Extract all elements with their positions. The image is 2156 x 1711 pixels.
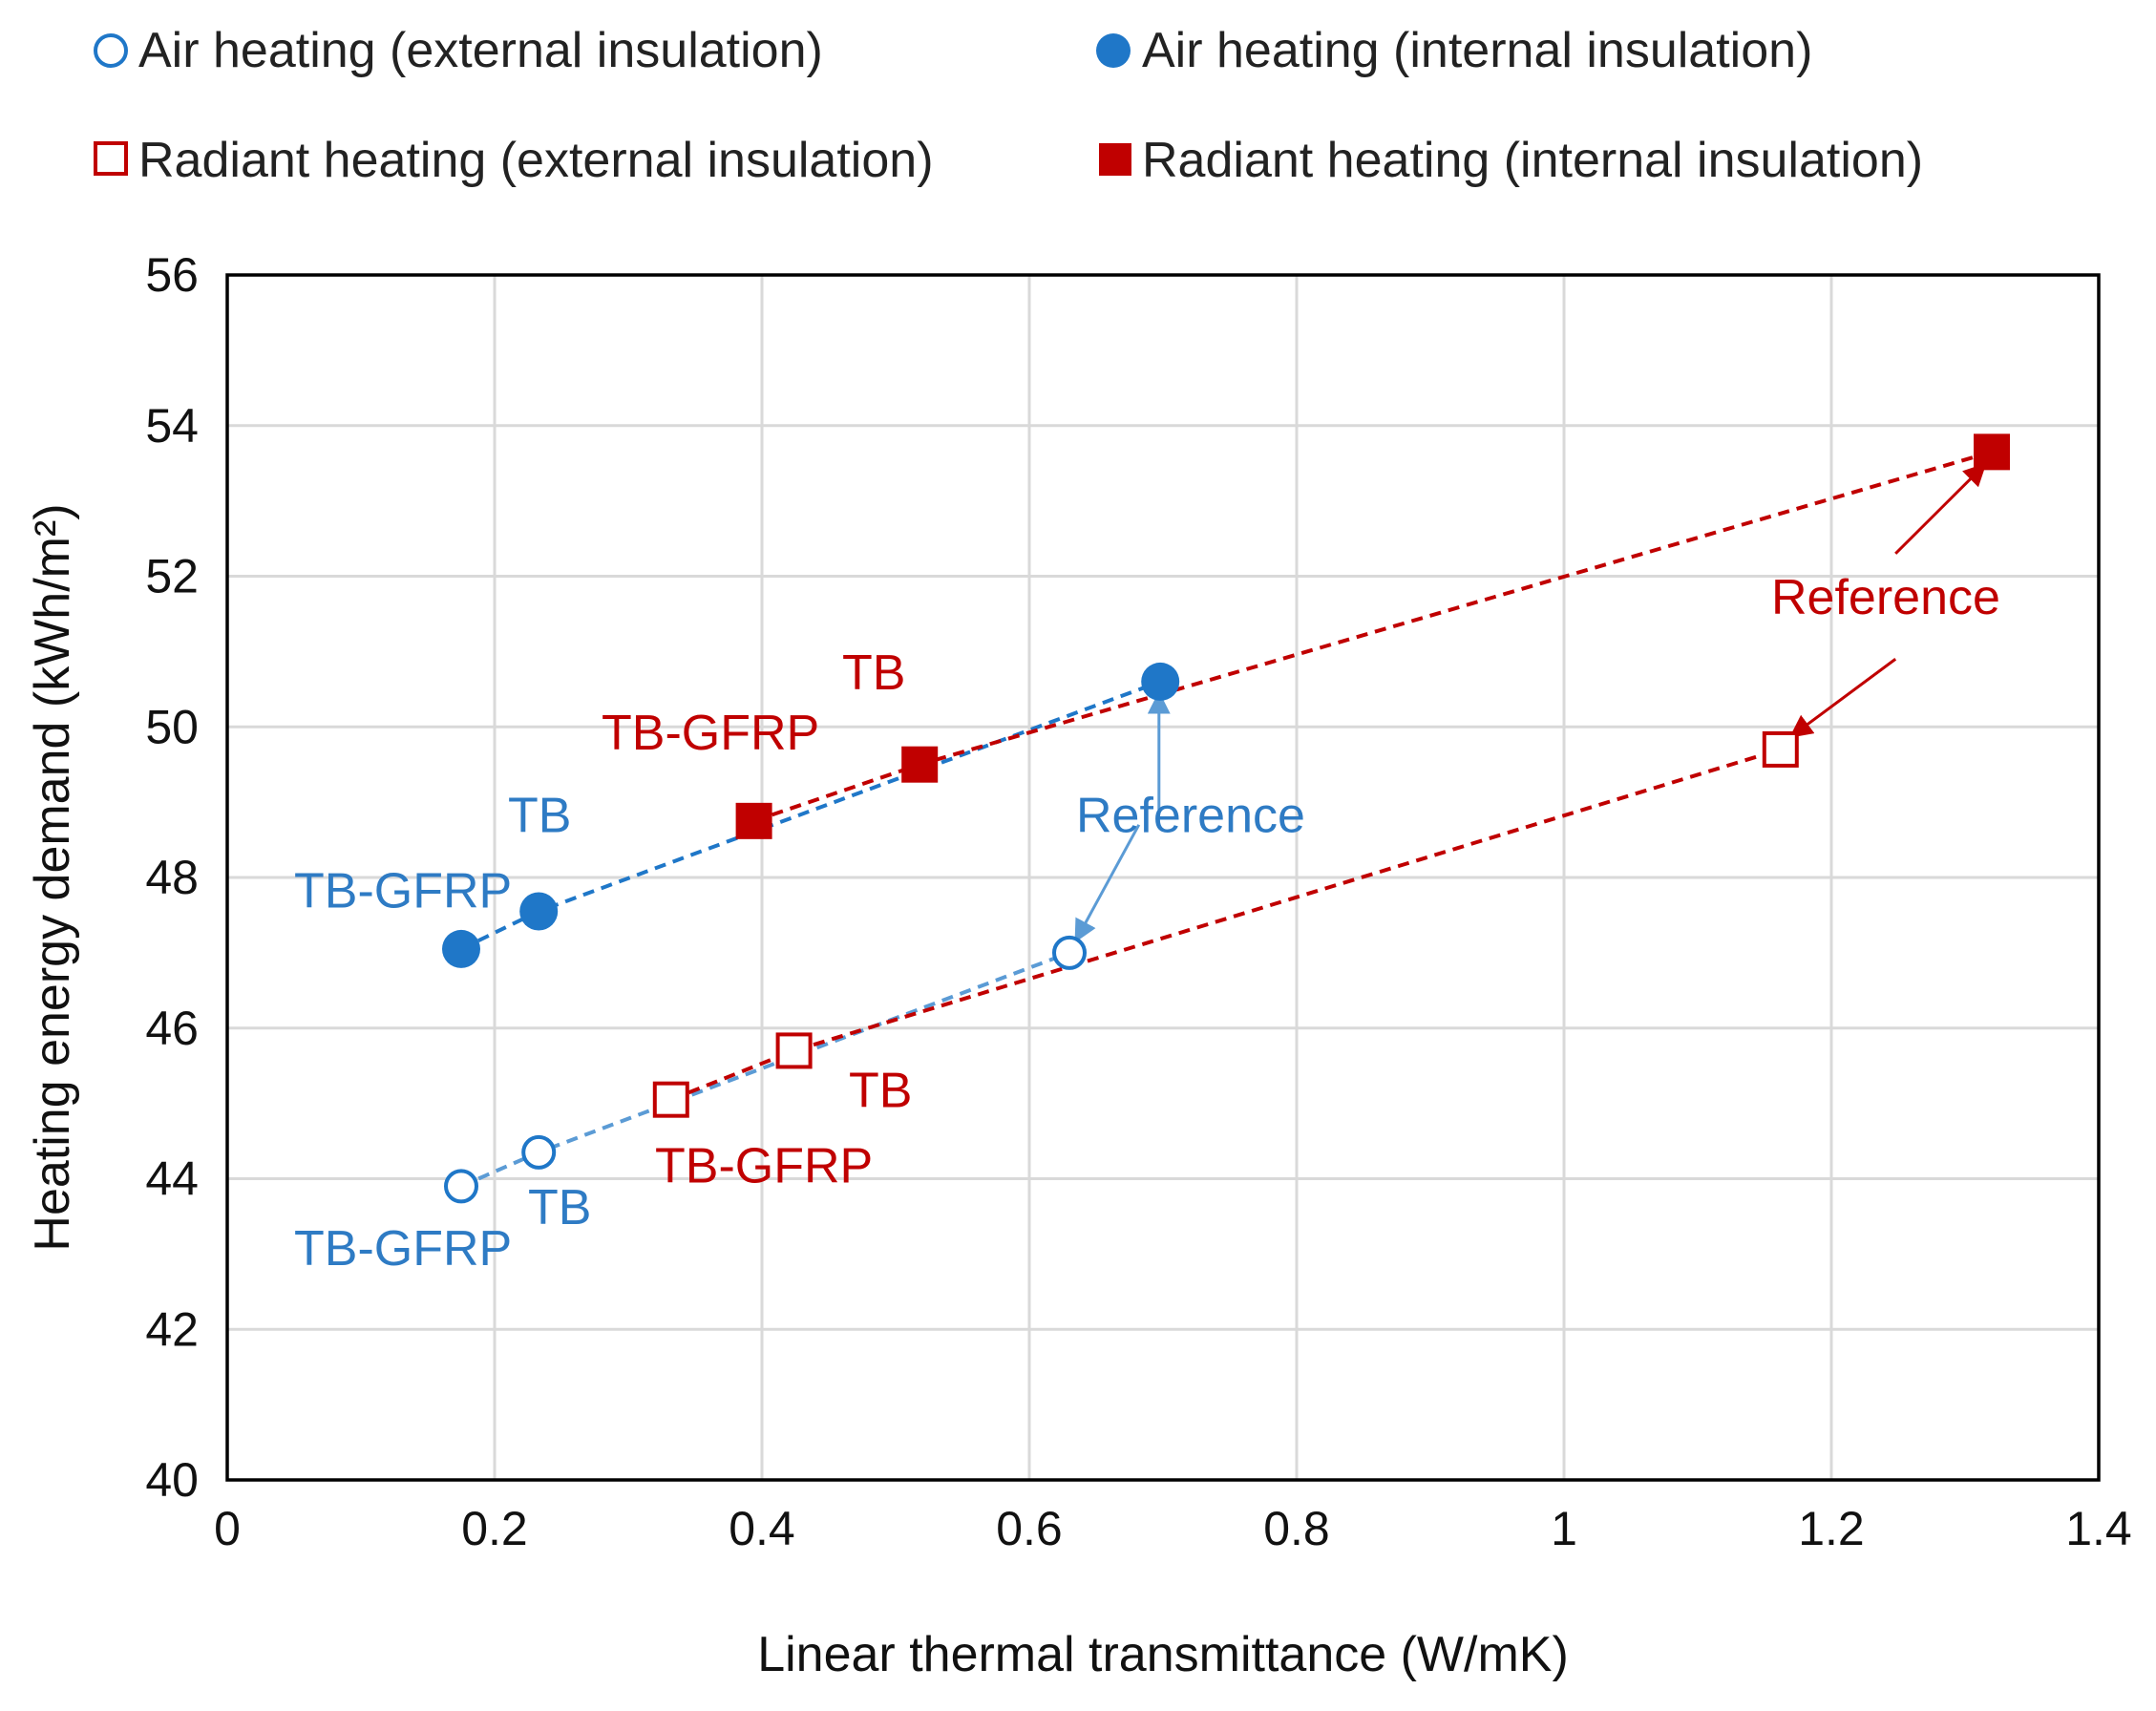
series-line-radiant-heating-external-insulation — [670, 747, 1782, 1102]
x-tick-label: 0 — [214, 1502, 241, 1555]
y-tick-label: 56 — [145, 248, 199, 302]
annotation-arrow — [1074, 824, 1141, 943]
legend-marker-radiant-internal — [1099, 143, 1131, 176]
data-point-radiant-heating-external-insulation-reference[interactable] — [1762, 730, 1799, 768]
legend-item-air-external[interactable]: Air heating (external insulation) — [94, 23, 823, 78]
annotation-label-tb-gfrp: TB-GFRP — [602, 706, 819, 761]
y-tick-label: 40 — [145, 1453, 199, 1507]
data-point-radiant-heating-internal-insulation-reference[interactable] — [1974, 433, 2010, 471]
legend-label-air-internal: Air heating (internal insulation) — [1142, 23, 1812, 78]
data-point-air-heating-external-insulation-tb-gfrp[interactable] — [444, 1169, 478, 1204]
annotation-arrows — [1074, 462, 1987, 943]
annotation-label-tb-gfrp: TB-GFRP — [294, 864, 512, 919]
data-point-radiant-heating-internal-insulation-tb-gfrp[interactable] — [735, 802, 772, 839]
legend-marker-air-internal — [1096, 33, 1131, 68]
x-tick-label: 0.4 — [729, 1502, 795, 1555]
x-axis-title: Linear thermal transmittance (W/mK) — [757, 1627, 1569, 1682]
y-tick-label: 54 — [145, 399, 199, 453]
x-tick-label: 1.4 — [2065, 1502, 2132, 1555]
annotation-arrow — [1894, 462, 1987, 555]
y-tick-label: 50 — [145, 700, 199, 753]
tick-labels: 0 0.2 0.4 0.6 0.8 1 1.2 1.4 40 42 44 46 48 50 52 54 56 — [145, 248, 2131, 1555]
y-tick-label: 44 — [145, 1152, 199, 1206]
annotation-label-reference: Reference — [1771, 570, 2000, 625]
legend-item-radiant-external[interactable]: Radiant heating (external insulation) — [94, 133, 934, 188]
data-point-radiant-heating-external-insulation-tb-gfrp[interactable] — [652, 1081, 689, 1118]
annotation-label-tb: TB — [842, 645, 905, 701]
y-tick-label: 52 — [145, 550, 199, 603]
gridlines — [227, 275, 2099, 1480]
data-point-air-heating-internal-insulation-reference[interactable] — [1141, 662, 1180, 701]
x-tick-label: 1.2 — [1798, 1502, 1865, 1555]
y-tick-label: 46 — [145, 1002, 199, 1055]
data-point-air-heating-external-insulation-reference[interactable] — [1052, 935, 1087, 970]
legend-label-radiant-internal: Radiant heating (internal insulation) — [1142, 133, 1923, 188]
legend-item-air-internal[interactable]: Air heating (internal insulation) — [1096, 23, 1812, 78]
data-point-radiant-heating-external-insulation-tb[interactable] — [775, 1032, 813, 1069]
legend-item-radiant-internal[interactable]: Radiant heating (internal insulation) — [1099, 133, 1923, 188]
y-tick-label: 48 — [145, 851, 199, 904]
annotation-label-tb: TB — [528, 1180, 591, 1236]
x-tick-label: 0.2 — [461, 1502, 528, 1555]
data-point-radiant-heating-internal-insulation-tb[interactable] — [901, 746, 939, 783]
series-line-radiant-heating-internal-insulation — [752, 450, 1993, 823]
y-tick-label: 42 — [145, 1302, 199, 1356]
data-point-air-heating-internal-insulation-tb[interactable] — [519, 892, 559, 931]
plot-area-border — [225, 273, 2101, 1482]
annotation-label-tb: TB — [849, 1064, 912, 1119]
y-axis-title: Heating energy demand (kWh/m²) — [25, 503, 80, 1251]
legend-marker-air-external — [94, 33, 128, 68]
x-tick-label: 0.6 — [996, 1502, 1063, 1555]
annotation-label-tb: TB — [508, 789, 571, 844]
data-point-air-heating-external-insulation-tb[interactable] — [521, 1134, 557, 1170]
legend: Air heating (external insulation) Air he… — [94, 23, 1923, 188]
legend-marker-radiant-external — [94, 141, 128, 176]
annotation-label-tb-gfrp: TB-GFRP — [294, 1221, 512, 1277]
data-points — [442, 433, 2010, 1204]
legend-label-radiant-external: Radiant heating (external insulation) — [138, 133, 934, 188]
legend-label-air-external: Air heating (external insulation) — [138, 23, 823, 78]
annotation-labels: TB-GFRP TB TB TB-GFRP Reference Reference TB TB… — [294, 570, 2000, 1277]
annotation-label-tb-gfrp: TB-GFRP — [655, 1138, 873, 1193]
x-tick-label: 1 — [1551, 1502, 1577, 1555]
x-tick-label: 0.8 — [1263, 1502, 1330, 1555]
data-point-air-heating-internal-insulation-tb-gfrp[interactable] — [442, 929, 480, 968]
annotation-label-reference: Reference — [1076, 789, 1305, 844]
annotation-arrow — [1788, 658, 1897, 738]
